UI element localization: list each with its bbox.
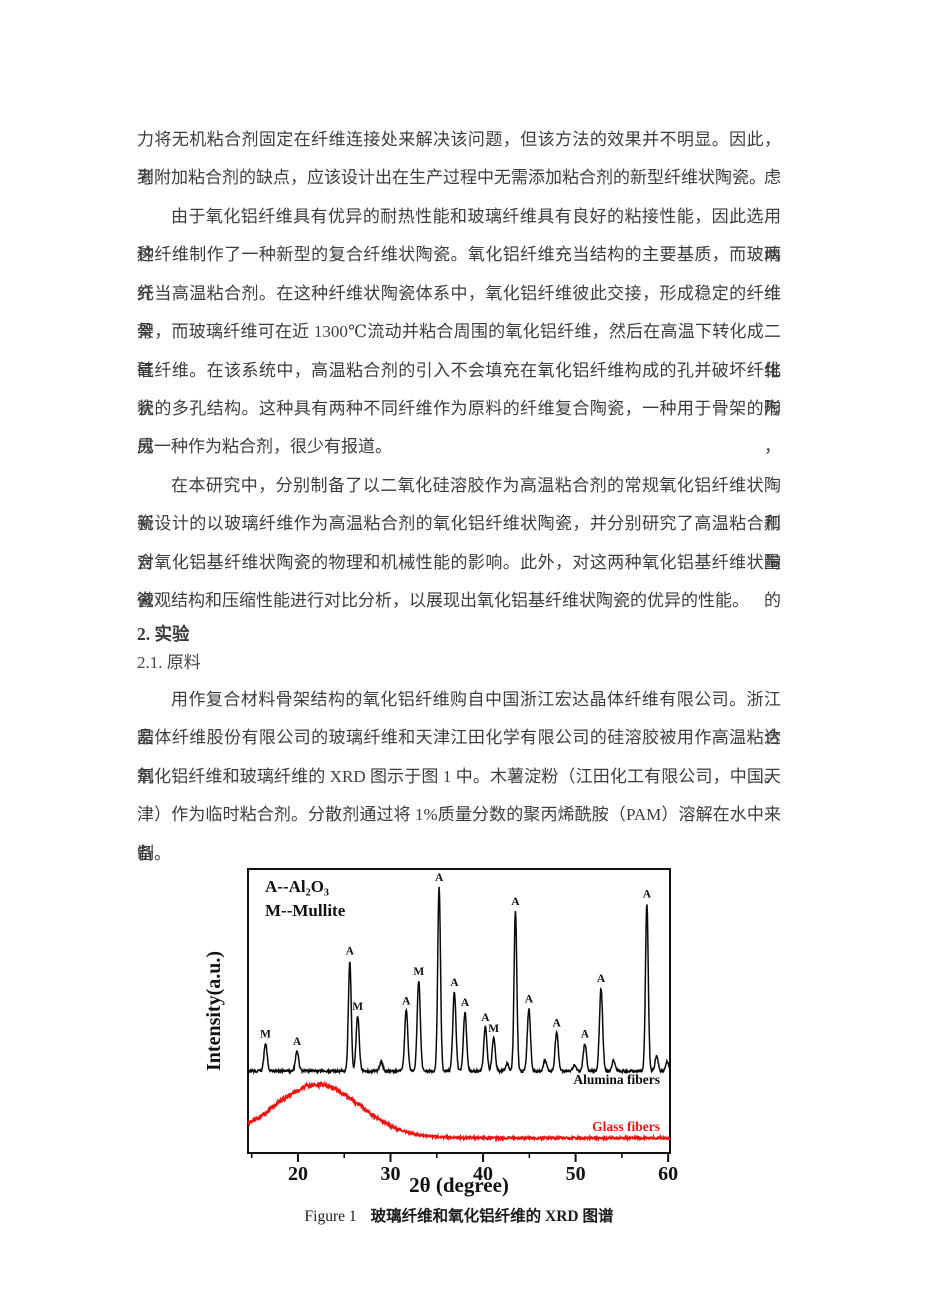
paragraph-fiber-design: 由于氧化铝纤维具有优异的耐热性能和玻璃纤维具有良好的粘接性能，因此选用这两 种纤维…	[137, 198, 781, 467]
peak-phase-label: A	[525, 993, 534, 1005]
text-line: 新设计的以玻璃纤维作为高温粘合剂的氧化铝纤维状陶瓷，并分别研究了高温粘合剂含量	[137, 514, 781, 572]
peak-phase-label: A	[581, 1028, 590, 1040]
peak-phase-label: M	[260, 1028, 271, 1040]
peak-phase-label: A	[293, 1036, 302, 1048]
x-axis-tick-label: 20	[288, 1163, 308, 1185]
text-line: 架，而玻璃纤维可在近 1300℃流动并粘合周围的氧化铝纤维，然后在高温下转化成二…	[137, 322, 781, 380]
peak-phase-label: M	[413, 966, 424, 978]
text-line: 由于氧化铝纤维具有优异的耐热性能和玻璃纤维具有良好的粘接性能，因此选用这两	[137, 207, 781, 265]
peak-phase-label: A	[552, 1017, 561, 1029]
peak-phase-label: A	[597, 973, 606, 985]
x-axis-tick-label: 40	[473, 1163, 493, 1185]
peak-phase-label: A	[511, 896, 520, 908]
subsection-heading-materials: 2.1. 原料	[137, 653, 201, 672]
figure-panel: 20 30 40 50 60 2θ (degree) Intensity(a.u.) A--A…	[190, 856, 710, 1201]
x-axis-label: 2θ (degree)	[409, 1173, 509, 1197]
text-line: 对氧化铝基纤维状陶瓷的物理和机械性能的影响。此外，对这两种氧化铝基纤维状陶瓷的	[137, 552, 781, 611]
peak-phase-label: A	[643, 889, 652, 901]
paragraph-raw-materials: 用作复合材料骨架结构的氧化铝纤维购自中国浙江宏达晶体纤维有限公司。浙江宏达 晶体纤…	[137, 681, 781, 873]
x-axis-tick-label: 30	[381, 1163, 401, 1185]
text-line: 另一种作为粘合剂，很少有报道。	[137, 437, 392, 457]
peak-phase-label: A	[435, 872, 444, 884]
paragraph-study-scope: 在本研究中，分别制备了以二氧化硅溶胶作为高温粘合剂的常规氧化铝纤维状陶瓷和 新设计…	[137, 467, 781, 621]
caption-text: 玻璃纤维和氧化铝纤维的 XRD 图谱	[370, 1208, 614, 1225]
text-line: 氧化铝纤维和玻璃纤维的 XRD 图示于图 1 中。木薯淀粉（江田化工有限公司，中…	[137, 766, 781, 786]
figure-caption: Figure 1 玻璃纤维和氧化铝纤维的 XRD 图谱	[137, 1203, 781, 1231]
peak-phase-label: A	[461, 997, 470, 1009]
peak-phase-label: A	[346, 946, 355, 958]
paragraph-intro-continued: 力将无机粘合剂固定在纤维连接处来解决该问题，但该方法的效果并不明显。因此，考虑到…	[137, 121, 781, 198]
caption-label: Figure 1	[304, 1208, 357, 1225]
y-axis-label: Intensity(a.u.)	[203, 951, 225, 1071]
peak-phase-label: A	[402, 995, 411, 1007]
text-line: 微观结构和压缩性能进行对比分析，以展现出氧化铝基纤维状陶瓷的优异的性能。	[137, 591, 749, 611]
series-label-alumina: Alumina fibers	[573, 1072, 660, 1087]
x-axis-tick-label: 60	[658, 1163, 678, 1185]
text-line: 用作复合材料骨架结构的氧化铝纤维购自中国浙江宏达晶体纤维有限公司。浙江宏达	[137, 690, 781, 748]
glass-series-line	[247, 1080, 671, 1143]
text-line: 到附加粘合剂的缺点，应该设计出在生产过程中无需添加粘合剂的新型纤维状陶瓷。	[137, 168, 766, 188]
chart-legend: A--Al₂O₃	[265, 877, 329, 896]
text-line: 晶体纤维股份有限公司的玻璃纤维和天津江田化学有限公司的硅溶胶被用作高温粘合剂。	[137, 728, 781, 786]
section-heading-experiment: 2. 实验	[137, 624, 190, 644]
text-line: 种纤维制作了一种新型的复合纤维状陶瓷。氧化铝纤维充当结构的主要基质，而玻璃纤维	[137, 245, 781, 303]
plot-border	[247, 868, 671, 1154]
text-line: 津）作为临时粘合剂。分散剂通过将 1%质量分数的聚丙烯酰胺（PAM）溶解在水中来…	[137, 805, 781, 863]
text-line: 力将无机粘合剂固定在纤维连接处来解决该问题，但该方法的效果并不明显。因此，考虑	[137, 130, 781, 188]
text-line: 在本研究中，分别制备了以二氧化硅溶胶作为高温粘合剂的常规氧化铝纤维状陶瓷和	[137, 476, 781, 534]
alumina-series-line	[247, 886, 671, 1076]
series-label-glass: Glass fibers	[592, 1119, 660, 1134]
xrd-chart-svg: 20 30 40 50 60 2θ (degree) Intensity(a.u.) A--A…	[203, 868, 678, 1197]
text-line: 瓷的多孔结构。这种具有两种不同纤维作为原料的纤维复合陶瓷，一种用于骨架的形成，	[137, 398, 781, 457]
chart-legend: M--Mullite	[265, 901, 346, 920]
text-line: 备。	[137, 843, 171, 863]
text-line: 硅纤维。在该系统中，高温粘合剂的引入不会填充在氧化铝纤维构成的孔并破坏纤维状陶	[137, 360, 781, 418]
text-line: 充当高温粘合剂。在这种纤维状陶瓷体系中，氧化铝纤维彼此交接，形成稳定的纤维骨	[137, 283, 781, 342]
peak-phase-label: M	[352, 1001, 363, 1013]
x-axis-tick-label: 50	[566, 1163, 586, 1185]
peak-phase-label: M	[488, 1023, 499, 1035]
peak-phase-label: A	[450, 977, 459, 989]
peak-phase-label: A	[481, 1012, 490, 1024]
